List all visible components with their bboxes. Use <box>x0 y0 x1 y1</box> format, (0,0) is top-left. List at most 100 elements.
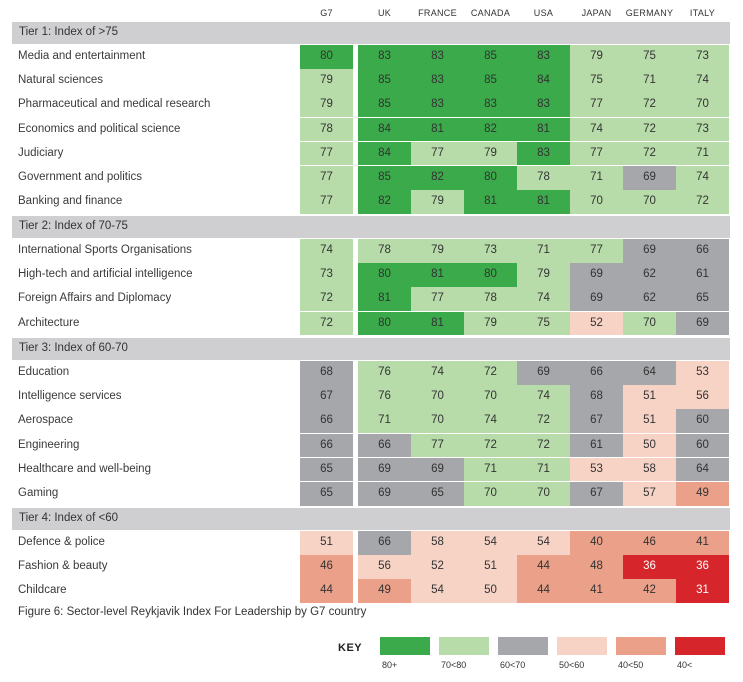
cell-germany: 69 <box>623 239 676 263</box>
cell-g7: 65 <box>300 457 353 482</box>
cell-japan: 77 <box>570 239 623 263</box>
cell-canada: 54 <box>464 531 517 555</box>
cell-italy: 36 <box>676 555 729 579</box>
cell-canada: 85 <box>464 45 517 69</box>
cell-usa: 44 <box>517 555 570 579</box>
cell-germany: 75 <box>623 45 676 69</box>
row-label: Economics and political science <box>18 122 181 135</box>
cell-g7: 77 <box>300 190 353 214</box>
key-swatch <box>616 637 666 655</box>
cell-france: 79 <box>411 190 464 214</box>
cell-uk: 78 <box>358 239 411 263</box>
cell-canada: 50 <box>464 579 517 604</box>
cell-italy: 74 <box>676 166 729 190</box>
cell-france: 77 <box>411 141 464 166</box>
row-label: Intelligence services <box>18 390 122 403</box>
cell-g7: 77 <box>300 141 353 166</box>
tier-label: Tier 2: Index of 70-75 <box>19 220 128 232</box>
cell-japan: 67 <box>570 409 623 434</box>
key-label: 50<60 <box>559 660 585 670</box>
cell-usa: 72 <box>517 409 570 434</box>
cell-france: 81 <box>411 263 464 287</box>
cell-canada: 70 <box>464 385 517 409</box>
cell-canada: 78 <box>464 287 517 312</box>
cell-canada: 80 <box>464 166 517 190</box>
cell-g7: 68 <box>300 361 353 385</box>
tier-band-4: Tier 4: Index of <60 <box>12 508 730 530</box>
cell-italy: 69 <box>676 311 729 336</box>
cell-germany: 57 <box>623 482 676 506</box>
cell-italy: 66 <box>676 239 729 263</box>
cell-france: 54 <box>411 579 464 604</box>
row-label: Healthcare and well-being <box>18 462 151 475</box>
cell-france: 77 <box>411 287 464 312</box>
cell-france: 83 <box>411 69 464 93</box>
cell-france: 83 <box>411 93 464 118</box>
cell-usa: 79 <box>517 263 570 287</box>
cell-germany: 72 <box>623 117 676 142</box>
cell-usa: 70 <box>517 482 570 506</box>
cell-germany: 46 <box>623 531 676 555</box>
cell-italy: 60 <box>676 433 729 458</box>
cell-italy: 60 <box>676 409 729 434</box>
cell-italy: 70 <box>676 93 729 118</box>
tier-label: Tier 3: Index of 60-70 <box>19 342 128 354</box>
cell-g7: 51 <box>300 531 353 555</box>
cell-uk: 76 <box>358 361 411 385</box>
row-label: Architecture <box>18 316 80 329</box>
cell-g7: 77 <box>300 166 353 190</box>
cell-germany: 62 <box>623 263 676 287</box>
cell-germany: 42 <box>623 579 676 604</box>
key-label: 40<50 <box>618 660 644 670</box>
cell-uk: 81 <box>358 287 411 312</box>
cell-france: 82 <box>411 166 464 190</box>
column-header-japan: JAPAN <box>581 8 612 18</box>
cell-japan: 61 <box>570 433 623 458</box>
column-header-g7: G7 <box>320 8 333 18</box>
cell-canada: 79 <box>464 311 517 336</box>
cell-usa: 83 <box>517 45 570 69</box>
cell-usa: 84 <box>517 69 570 93</box>
cell-italy: 49 <box>676 482 729 506</box>
row-label: Judiciary <box>18 146 64 159</box>
cell-usa: 74 <box>517 385 570 409</box>
cell-canada: 82 <box>464 117 517 142</box>
cell-france: 74 <box>411 361 464 385</box>
cell-japan: 75 <box>570 69 623 93</box>
cell-g7: 66 <box>300 433 353 458</box>
row-label: Defence & police <box>18 536 105 548</box>
cell-usa: 71 <box>517 457 570 482</box>
cell-canada: 73 <box>464 239 517 263</box>
cell-france: 58 <box>411 531 464 555</box>
cell-japan: 69 <box>570 287 623 312</box>
cell-italy: 53 <box>676 361 729 385</box>
cell-uk: 83 <box>358 45 411 69</box>
column-header-italy: ITALY <box>689 8 716 18</box>
row-label: Engineering <box>18 438 80 451</box>
cell-germany: 72 <box>623 141 676 166</box>
cell-uk: 84 <box>358 117 411 142</box>
cell-france: 65 <box>411 482 464 506</box>
cell-uk: 85 <box>358 69 411 93</box>
cell-g7: 79 <box>300 69 353 93</box>
cell-uk: 66 <box>358 433 411 458</box>
cell-japan: 74 <box>570 117 623 142</box>
cell-germany: 71 <box>623 69 676 93</box>
cell-germany: 51 <box>623 409 676 434</box>
tier-band-2: Tier 2: Index of 70-75 <box>12 216 730 238</box>
cell-france: 79 <box>411 239 464 263</box>
cell-germany: 70 <box>623 190 676 214</box>
cell-canada: 71 <box>464 457 517 482</box>
row-label: Natural sciences <box>18 74 104 87</box>
cell-italy: 64 <box>676 457 729 482</box>
cell-italy: 71 <box>676 141 729 166</box>
cell-germany: 58 <box>623 457 676 482</box>
cell-uk: 82 <box>358 190 411 214</box>
cell-japan: 77 <box>570 141 623 166</box>
cell-france: 83 <box>411 45 464 69</box>
cell-japan: 53 <box>570 457 623 482</box>
cell-japan: 79 <box>570 45 623 69</box>
cell-canada: 85 <box>464 69 517 93</box>
cell-usa: 78 <box>517 166 570 190</box>
cell-usa: 74 <box>517 287 570 312</box>
